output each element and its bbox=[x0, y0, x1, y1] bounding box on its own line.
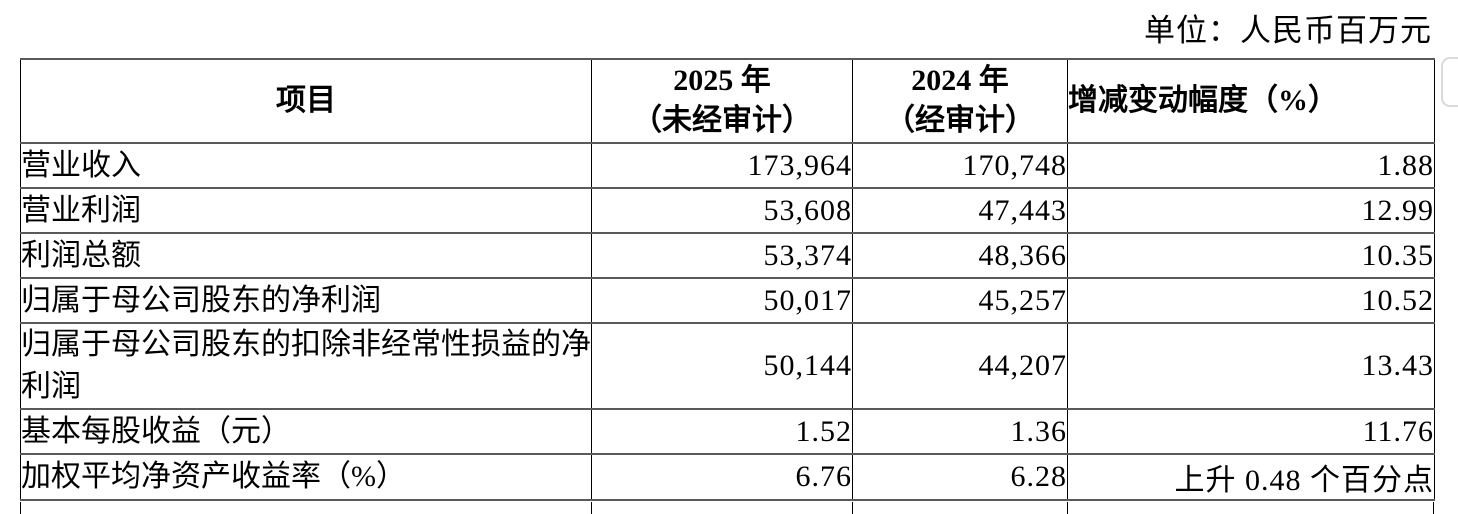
row-value-2024: 170,748 bbox=[852, 142, 1068, 189]
col-header-2025: 2025 年 （未经审计） bbox=[591, 58, 853, 144]
table-row: 营业利润 53,608 47,443 12.99 bbox=[20, 187, 1435, 234]
row-change-value: 12.99 bbox=[1067, 187, 1435, 234]
table-row: 加权平均净资产收益率（%） 6.76 6.28 上升 0.48 个百分点 bbox=[20, 453, 1435, 501]
col-header-item-label: 项目 bbox=[276, 83, 336, 117]
row-item-label: 归属于母公司股东的净利润 bbox=[20, 277, 592, 324]
table-row: 利润总额 53,374 48,366 10.35 bbox=[20, 232, 1435, 279]
row-value-2025: 50,144 bbox=[591, 322, 853, 410]
row-value-2025: 53,608 bbox=[591, 187, 853, 234]
table-body: 营业收入 173,964 170,748 1.88 营业利润 53,608 47… bbox=[20, 142, 1435, 501]
row-item-label: 营业收入 bbox=[20, 142, 592, 189]
col-header-change: 增减变动幅度（%） bbox=[1067, 58, 1435, 144]
row-change-value: 上升 0.48 个百分点 bbox=[1067, 453, 1435, 501]
row-item-label: 营业利润 bbox=[20, 187, 592, 234]
row-value-2025: 50,017 bbox=[591, 277, 853, 324]
row-item-label: 利润总额 bbox=[20, 232, 592, 279]
row-item-label: 归属于母公司股东的扣除非经常性损益的净利润 bbox=[20, 322, 592, 410]
col-header-2025-note: （未经审计） bbox=[632, 104, 812, 137]
table-partial-next-row bbox=[20, 502, 1434, 514]
unit-label: 单位：人民币百万元 bbox=[1144, 13, 1432, 48]
row-value-2025: 173,964 bbox=[591, 142, 853, 189]
row-change-value: 10.35 bbox=[1067, 232, 1435, 279]
row-value-2024: 47,443 bbox=[852, 187, 1068, 234]
col-header-2025-year: 2025 年 bbox=[673, 63, 771, 97]
row-value-2024: 1.36 bbox=[852, 408, 1068, 455]
row-value-2025: 6.76 bbox=[591, 453, 853, 501]
row-value-2024: 6.28 bbox=[852, 453, 1068, 501]
row-value-2025: 53,374 bbox=[591, 232, 853, 279]
row-value-2024: 48,366 bbox=[852, 232, 1068, 279]
row-value-2025: 1.52 bbox=[591, 408, 853, 455]
col-header-item: 项目 bbox=[20, 58, 592, 144]
row-value-2024: 44,207 bbox=[852, 322, 1068, 410]
col-header-2024-year: 2024 年 bbox=[911, 63, 1009, 97]
table-row: 营业收入 173,964 170,748 1.88 bbox=[20, 142, 1435, 189]
table-row: 归属于母公司股东的净利润 50,017 45,257 10.52 bbox=[20, 277, 1435, 324]
table-row: 基本每股收益（元） 1.52 1.36 11.76 bbox=[20, 408, 1435, 455]
row-change-value: 11.76 bbox=[1067, 408, 1435, 455]
col-header-2024: 2024 年 （经审计） bbox=[852, 58, 1068, 144]
header-row: 项目 2025 年 （未经审计） 2024 年 （经审计） 增减变动幅度（%） bbox=[20, 58, 1435, 144]
col-header-2024-note: （经审计） bbox=[885, 104, 1035, 137]
right-edge-widget[interactable] bbox=[1441, 57, 1458, 107]
row-value-2024: 45,257 bbox=[852, 277, 1068, 324]
row-item-label: 加权平均净资产收益率（%） bbox=[20, 453, 592, 501]
row-change-value: 13.43 bbox=[1067, 322, 1435, 410]
row-change-value: 10.52 bbox=[1067, 277, 1435, 324]
row-item-label: 基本每股收益（元） bbox=[20, 408, 592, 455]
row-change-value: 1.88 bbox=[1067, 142, 1435, 189]
financial-summary-table: 项目 2025 年 （未经审计） 2024 年 （经审计） 增减变动幅度（%） … bbox=[20, 58, 1435, 501]
table-row: 归属于母公司股东的扣除非经常性损益的净利润 50,144 44,207 13.4… bbox=[20, 322, 1435, 410]
col-header-change-label: 增减变动幅度（%） bbox=[1068, 83, 1339, 117]
